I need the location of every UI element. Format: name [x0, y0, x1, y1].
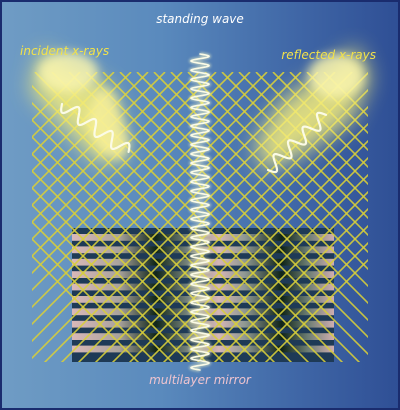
- wavefront-line: [32, 72, 285, 362]
- standing-wave: [190, 53, 210, 371]
- wavefront-line: [119, 72, 368, 362]
- reflected-xrays-label: reflected x-rays: [281, 48, 376, 62]
- reflected-wave: [266, 111, 328, 174]
- incident-xrays-label: incident x-rays: [20, 44, 110, 58]
- multilayer-mirror-label: multilayer mirror: [149, 373, 251, 387]
- wavefront-line: [204, 72, 368, 362]
- wavefront-line: [32, 72, 149, 362]
- wavefront-line: [32, 72, 183, 362]
- mirror-layer: [72, 308, 334, 316]
- wavefront-line: [32, 72, 234, 362]
- wavefront-line: [32, 72, 166, 362]
- wavefront-line: [32, 72, 200, 362]
- wavefront-line: [102, 72, 368, 362]
- wavefront-line: [32, 72, 268, 362]
- wavefront-line: [32, 72, 98, 362]
- wavefront-line: [238, 72, 368, 362]
- incident-wave: [60, 102, 131, 154]
- wavefront-line: [221, 72, 368, 362]
- wavefront-line: [153, 72, 368, 362]
- standing-wave-label: standing wave: [156, 12, 244, 26]
- wavefront-line: [32, 72, 302, 362]
- wavefront-line: [187, 72, 368, 362]
- reflected-beam-glow: [254, 46, 370, 172]
- wavefront-line: [136, 72, 368, 362]
- wavefront-line: [255, 72, 368, 362]
- wavefront-line: [32, 72, 217, 362]
- wavefront-line: [32, 72, 183, 362]
- wavefront-line: [306, 72, 368, 362]
- wavefront-line: [170, 72, 368, 362]
- mirror-layer: [72, 345, 334, 353]
